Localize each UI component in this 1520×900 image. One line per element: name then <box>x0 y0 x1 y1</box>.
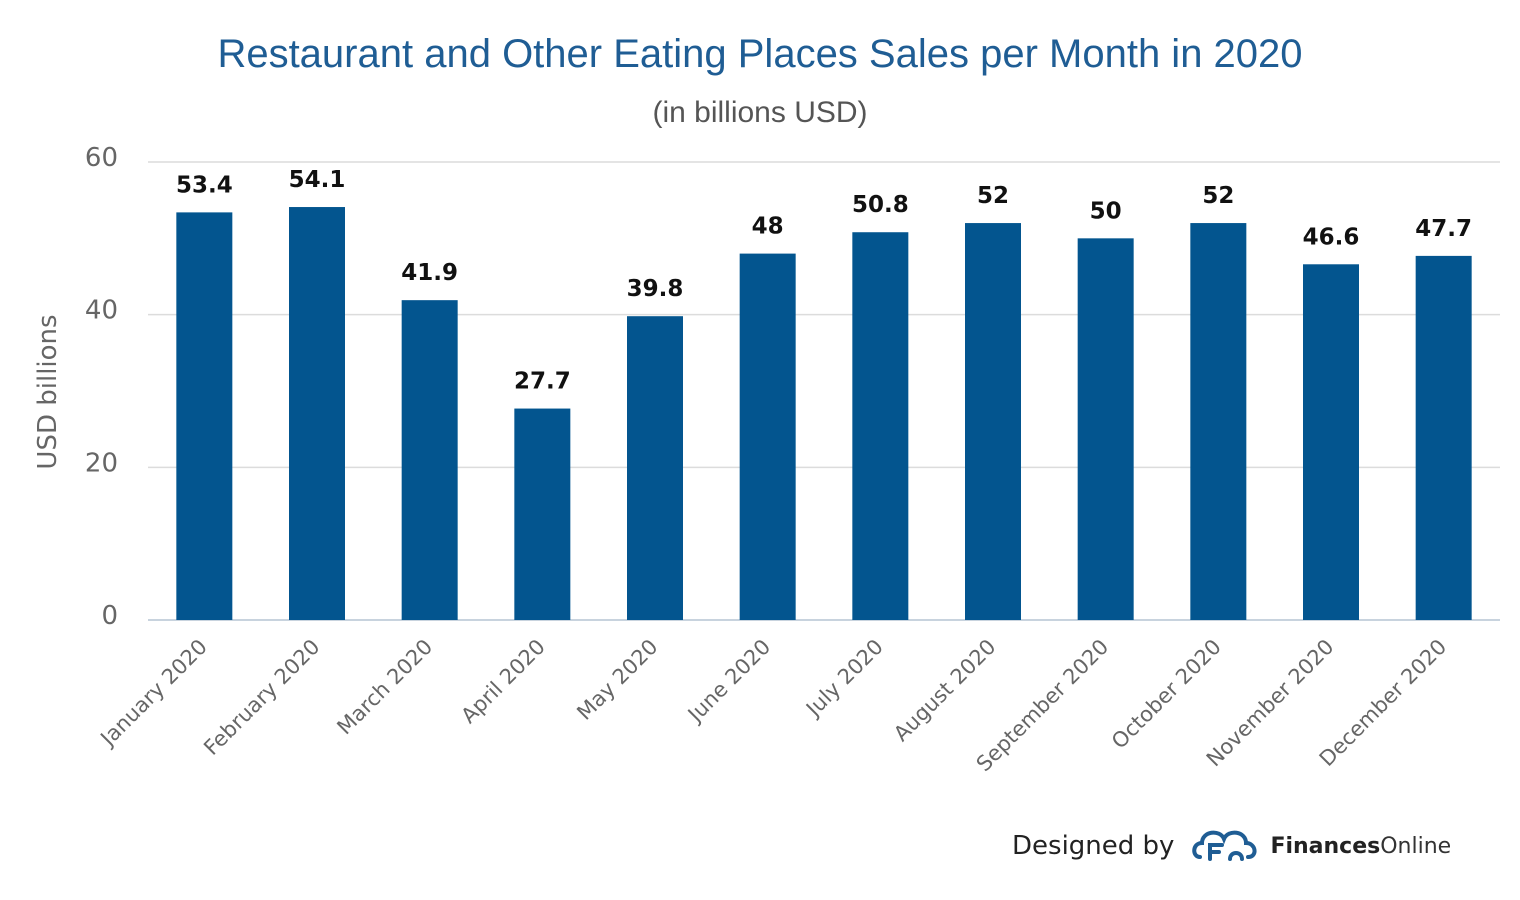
chart-subtitle: (in billions USD) <box>652 96 868 129</box>
data-label: 53.4 <box>176 172 233 198</box>
bar <box>627 316 683 620</box>
bar <box>1415 255 1472 620</box>
bar <box>1077 238 1134 621</box>
x-tick-label: April 2020 <box>456 635 549 728</box>
data-label: 47.7 <box>1415 216 1472 242</box>
data-label: 39.8 <box>627 276 684 302</box>
brand-name-bold: Finances <box>1270 833 1381 859</box>
y-axis-ticks: 0 20 40 60 <box>85 143 118 631</box>
x-tick-label: June 2020 <box>682 635 775 728</box>
y-tick-label: 60 <box>85 143 118 173</box>
y-tick-label: 20 <box>85 448 118 478</box>
data-label: 50.8 <box>852 192 909 218</box>
value-labels: 53.4 54.1 41.9 27.7 39.8 48 50.8 52 50 52 46.6 47.7 <box>176 167 1472 395</box>
brand-name-light: Online <box>1380 833 1452 859</box>
bar <box>852 232 909 620</box>
bar <box>401 300 458 620</box>
x-tick-label: March 2020 <box>332 635 437 740</box>
data-label: 27.7 <box>514 369 571 395</box>
y-axis-label: USD billions <box>33 314 63 469</box>
bar <box>965 223 1021 621</box>
bar <box>739 253 796 620</box>
data-label: 52 <box>977 183 1009 209</box>
designed-by-text: Designed by <box>1012 831 1175 861</box>
x-tick-label: October 2020 <box>1107 635 1226 754</box>
x-tick-label: May 2020 <box>572 635 662 725</box>
bars <box>176 207 1472 621</box>
bar <box>1303 264 1359 620</box>
y-tick-label: 0 <box>101 601 118 631</box>
x-tick-label: July 2020 <box>800 635 888 723</box>
chart-title: Restaurant and Other Eating Places Sales… <box>217 32 1303 76</box>
y-tick-label: 40 <box>85 296 118 326</box>
data-label: 46.6 <box>1303 224 1360 250</box>
footer-credit: Designed by Finances Online <box>1012 822 1451 870</box>
data-label: 54.1 <box>289 167 346 193</box>
data-label: 48 <box>752 214 784 240</box>
x-tick-label: December 2020 <box>1315 635 1451 771</box>
bar-chart: 0 20 40 60 USD billions 53.4 54.1 41.9 27.7 39.… <box>33 143 1500 777</box>
bar <box>176 212 233 620</box>
bar <box>1190 223 1247 621</box>
data-label: 41.9 <box>401 260 458 286</box>
data-label: 50 <box>1090 198 1122 224</box>
x-tick-label: January 2020 <box>95 635 212 752</box>
x-tick-label: August 2020 <box>889 635 1000 746</box>
cloud-f-logo-icon <box>1192 830 1257 861</box>
x-tick-label: February 2020 <box>199 635 324 760</box>
gridlines <box>148 161 1500 621</box>
bar <box>514 408 571 620</box>
data-label: 52 <box>1202 183 1234 209</box>
bar <box>289 207 345 620</box>
